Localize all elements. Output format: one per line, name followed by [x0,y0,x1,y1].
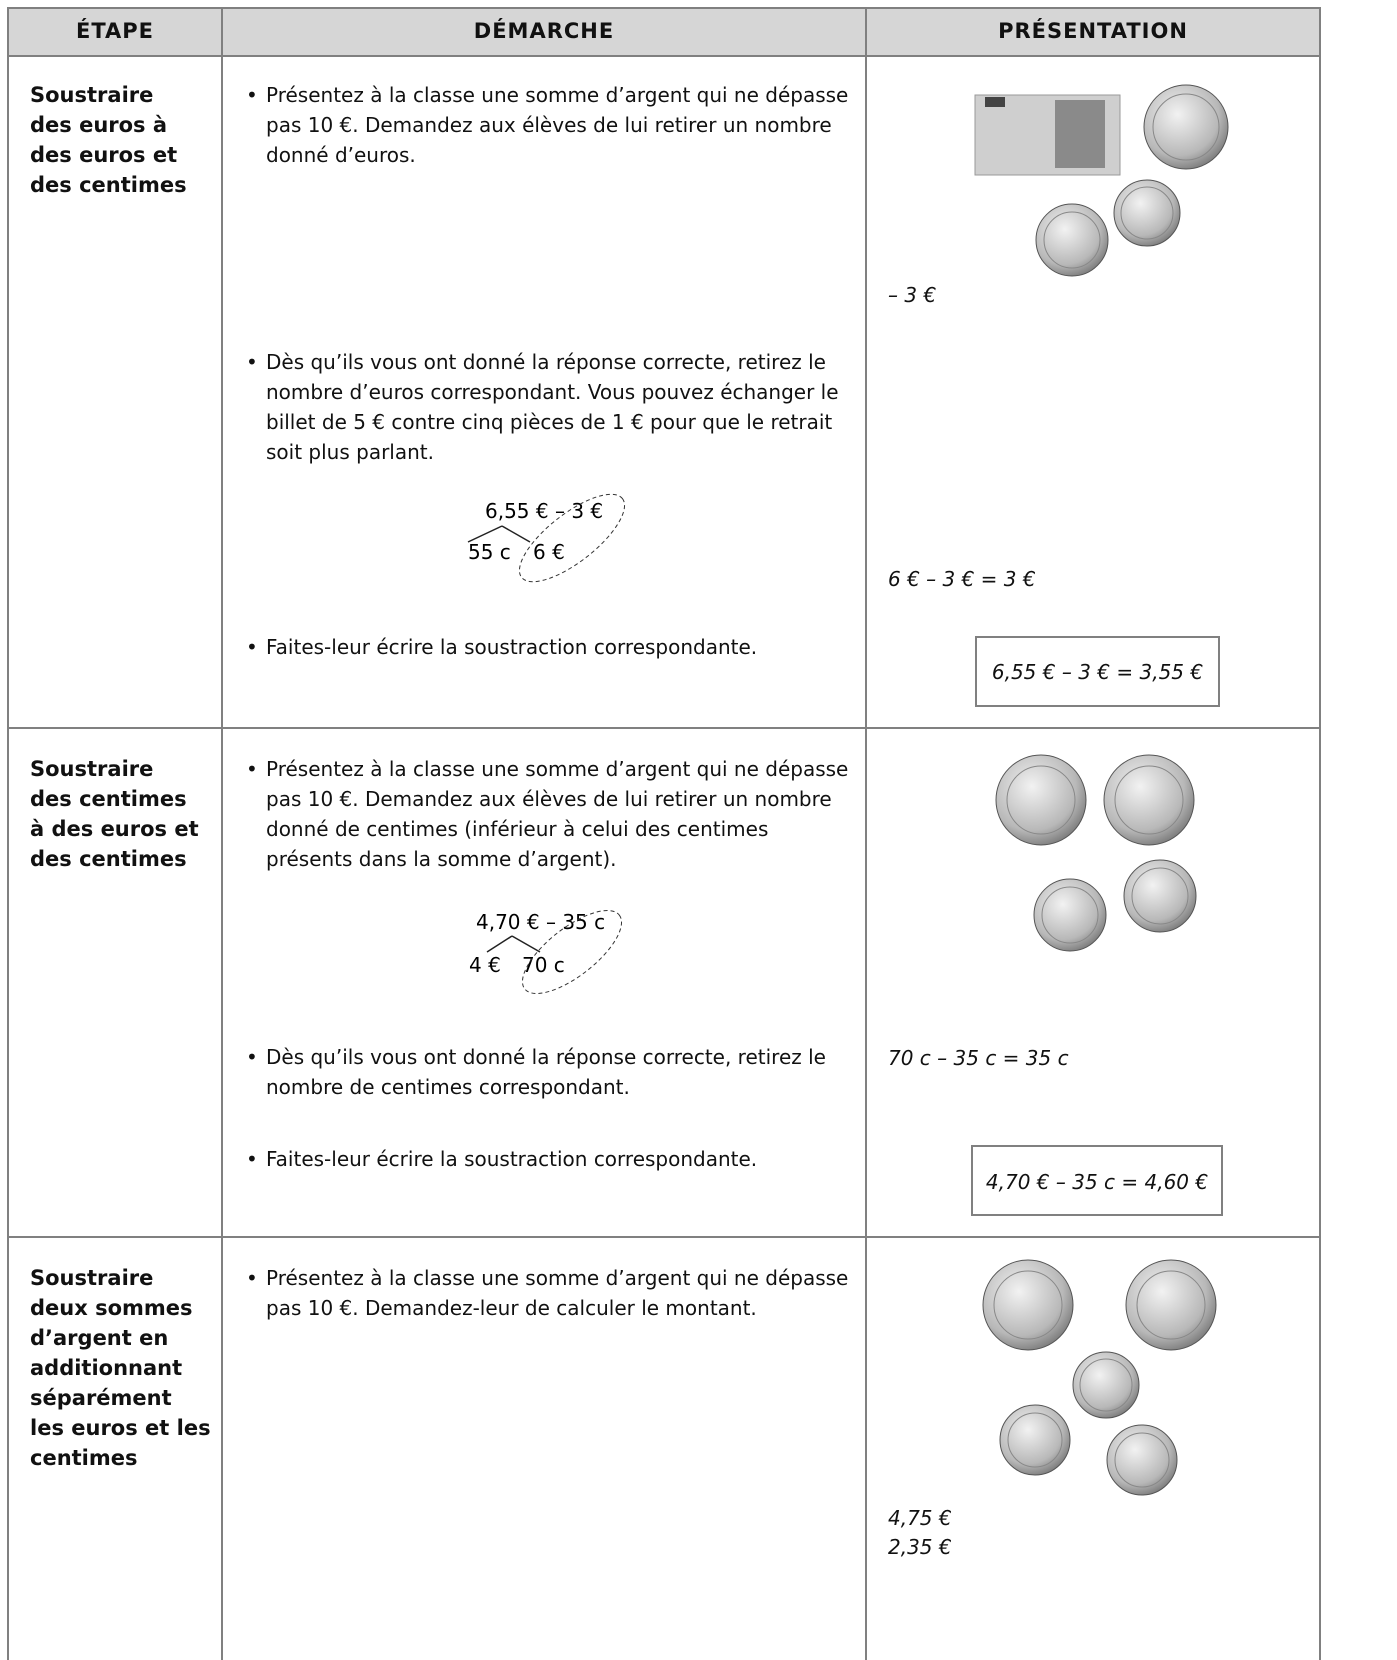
coin-rim [995,754,1087,846]
coin-center [993,1270,1063,1340]
step-line: des euros à [30,113,168,137]
step-line: des euros et [30,143,178,167]
branch-line [511,935,541,953]
coin-rim [1113,179,1181,247]
step-line: centimes [30,1446,138,1470]
coins [982,84,1229,1496]
coin [995,754,1087,846]
header-cell: PRÉSENTATION [998,19,1188,43]
coin [1072,1351,1140,1419]
header-cell: DÉMARCHE [473,19,615,43]
table-border [7,7,1321,1660]
decomposition: 4,70 € – 35 c 4 € 70 c [469,910,623,994]
dashed-ellipse [518,493,626,583]
step-line: des centimes [30,787,187,811]
coin-center [1079,1358,1133,1412]
coin-center [1114,1432,1170,1488]
bill-arch [1055,100,1105,168]
branch-line [501,525,531,543]
coin-rim [982,1259,1074,1351]
branch-line [467,525,503,543]
decomposition-right: 70 c [522,953,565,977]
coin-rim [1125,1259,1217,1351]
step-line: additionnant [30,1356,183,1380]
coin [1143,84,1229,170]
step-line: des centimes [30,173,187,197]
branch-line [486,935,513,953]
header-cell: ÉTAPE [75,19,155,43]
decomposition-left: 55 c [468,540,511,564]
coin [1113,179,1181,247]
coin-center [1136,1270,1206,1340]
instruction: Dès qu’ils vous ont donné la réponse cor… [244,1042,849,1102]
dashed-ellipse [521,910,623,994]
step-line: des centimes [30,847,187,871]
coin-rim [1106,1424,1178,1496]
banknote [974,94,1121,176]
step-line: Soustraire [30,1266,154,1290]
coin-rim [999,1404,1071,1476]
decomposition-left: 4 € [469,953,501,977]
presentation-text: 2,35 € [888,1535,952,1559]
decomposition-expression: 4,70 € – 35 c [476,910,605,934]
instruction: Présentez à la classe une somme d’argent… [244,1263,849,1323]
coin-center [1043,211,1101,269]
instruction: Faites-leur écrire la soustraction corre… [244,632,849,662]
header-background [8,8,1320,56]
coin [1106,1424,1178,1496]
coin-rim [1103,754,1195,846]
presentation-text: – 3 € [888,283,937,307]
presentation-text: 70 c – 35 c = 35 c [888,1046,1069,1070]
result-box [975,636,1220,707]
instruction: Présentez à la classe une somme d’argent… [244,754,849,874]
result-box [971,1145,1223,1216]
decomposition-expression: 6,55 € – 3 € [485,499,603,523]
coin-center [1006,765,1076,835]
step-cell: Soustraire des centimes à des euros et d… [30,754,199,874]
coin [999,1404,1071,1476]
step-line: deux sommes [30,1296,193,1320]
step-cell: Soustraire des euros à des euros et des … [30,80,187,200]
step-line: Soustraire [30,757,154,781]
coin [1125,1259,1217,1351]
step-line: à des euros et [30,817,199,841]
coin-rim [1035,203,1109,277]
coin-rim [1123,859,1197,933]
coin-rim [1143,84,1229,170]
decomposition-right: 6 € [533,540,565,564]
step-line: les euros et les [30,1416,211,1440]
coin-rim [1072,1351,1140,1419]
coin [982,1259,1074,1351]
step-line: séparément [30,1386,172,1410]
instruction: Faites-leur écrire la soustraction corre… [244,1144,849,1174]
coin [1123,859,1197,933]
coin-rim [1033,878,1107,952]
coin-center [1114,765,1184,835]
instruction: Dès qu’ils vous ont donné la réponse cor… [244,347,849,467]
coin [1103,754,1195,846]
decomposition: 6,55 € – 3 € 55 c 6 € [467,493,626,583]
coin [1035,203,1109,277]
coin [1033,878,1107,952]
step-cell: Soustraire deux sommes d’argent en addit… [30,1263,211,1473]
instruction: Présentez à la classe une somme d’argent… [244,80,849,170]
coin-center [1007,1412,1063,1468]
result-text: 4,70 € – 35 c = 4,60 € [985,1170,1209,1194]
result-text: 6,55 € – 3 € = 3,55 € [991,660,1204,684]
presentation-text: 4,75 € [888,1506,952,1530]
bill-stripe [985,97,1005,107]
step-line: d’argent en [30,1326,169,1350]
coin-center [1120,186,1174,240]
coin-center [1041,886,1099,944]
coin-center [1152,93,1220,161]
coin-center [1131,867,1189,925]
presentation-text: 6 € – 3 € = 3 € [888,567,1036,591]
step-line: Soustraire [30,83,154,107]
